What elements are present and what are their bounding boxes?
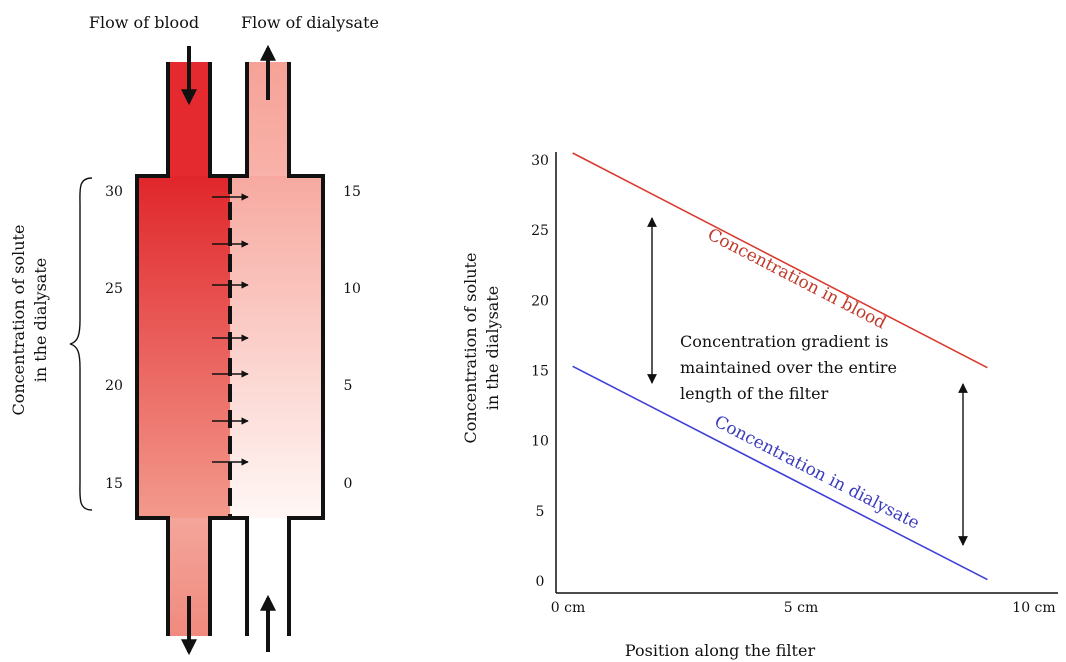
annotation-line2: maintained over the entire [680, 358, 897, 377]
blood-chamber [137, 176, 230, 518]
blood-series-label: Concentration in blood [704, 225, 889, 334]
annotation-line3: length of the filter [680, 384, 829, 403]
x-tick-label: 10 cm [1012, 600, 1055, 616]
dialysate-chamber [230, 176, 323, 518]
blood-tick: 20 [105, 378, 123, 394]
flow-blood-label: Flow of blood [89, 13, 199, 32]
diffusion-arrows [212, 193, 249, 466]
dialysate-tick: 15 [343, 184, 361, 200]
y-axis-label-line1: Concentration of solute [461, 253, 480, 444]
left-axis-label-line2: in the dialysate [31, 258, 50, 383]
left-axis-label-line1: Concentration of solute [9, 225, 28, 416]
y-axis-label-line2: in the dialysate [483, 286, 502, 411]
dialysate-concentration-line [572, 365, 988, 581]
x-tick-label: 0 cm [551, 600, 585, 616]
y-tick-label: 15 [531, 364, 549, 380]
y-tick-label: 20 [531, 293, 549, 309]
y-tick-label: 30 [531, 153, 549, 169]
annotation-line1: Concentration gradient is [680, 332, 889, 351]
blood-tick: 15 [105, 476, 123, 492]
y-tick-label: 25 [531, 223, 549, 239]
x-axis-label: Position along the filter [625, 641, 816, 660]
blood-concentration-line [572, 152, 988, 369]
y-tick-label: 5 [536, 504, 545, 520]
dialysate-side-outline [230, 62, 325, 636]
y-tick-label: 10 [531, 434, 549, 450]
flow-dialysate-label: Flow of dialysate [241, 13, 379, 32]
brace [69, 177, 93, 511]
x-tick-label: 5 cm [784, 600, 818, 616]
concentration-chart: 0 5 10 15 20 25 30 0 cm 5 cm 10 cm Concentration… [461, 152, 1058, 660]
dialysate-tick: 0 [344, 476, 353, 492]
dialysate-tick: 5 [344, 378, 353, 394]
blood-tick: 25 [105, 281, 123, 297]
blood-side-outline [135, 62, 230, 636]
dialysate-tick: 10 [343, 281, 361, 297]
blood-tick: 30 [105, 184, 123, 200]
y-tick-label: 0 [536, 574, 545, 590]
filter-diagram: Flow of blood Flow of dialysate Concentr… [9, 13, 379, 656]
dialysate-series-label: Concentration in dialysate [711, 412, 923, 534]
